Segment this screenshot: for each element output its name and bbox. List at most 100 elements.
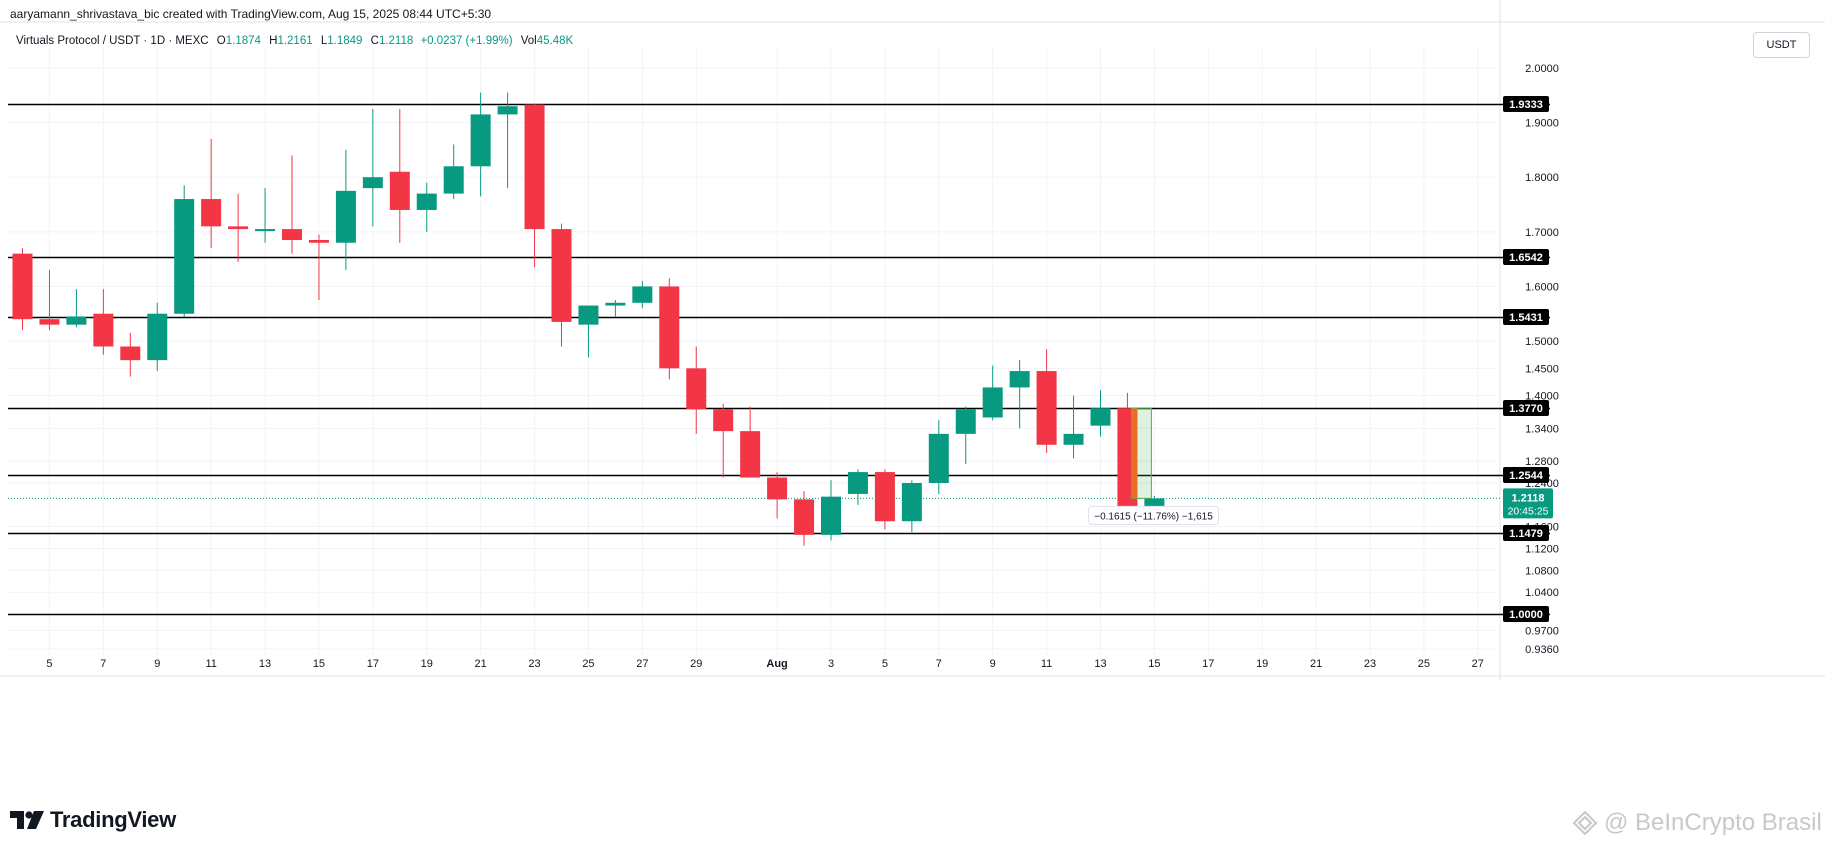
time-tick-label: 7 <box>936 658 942 670</box>
level-price-tag <box>1503 249 1549 265</box>
candle-body[interactable] <box>12 253 33 320</box>
candle-body[interactable] <box>443 166 464 194</box>
candle-body[interactable] <box>955 409 976 434</box>
candle-body[interactable] <box>470 114 491 167</box>
price-tick-label: 1.4000 <box>1525 391 1559 403</box>
level-price-tag <box>1503 96 1549 112</box>
time-tick-label: 27 <box>636 658 648 670</box>
candle-body[interactable] <box>228 226 249 230</box>
measure-range-box[interactable] <box>1130 407 1152 499</box>
candle-body[interactable] <box>1117 408 1138 512</box>
level-price-tag-text: 1.6542 <box>1509 252 1543 264</box>
time-axis[interactable]: 5 7 9 11 13 15 17 19 21 23 25 27 29 Aug 3 5 7 9 11 13 15 17 19… <box>46 658 1484 670</box>
candle-body[interactable] <box>1090 408 1111 426</box>
time-tick-label: 9 <box>154 658 160 670</box>
grid <box>8 48 1497 655</box>
candle-body[interactable] <box>147 313 168 361</box>
candle-body[interactable] <box>740 431 761 478</box>
level-price-tag <box>1503 525 1549 541</box>
candle-body[interactable] <box>578 305 599 325</box>
time-tick-label: 21 <box>1310 658 1322 670</box>
time-tick-label: 7 <box>100 658 106 670</box>
time-tick-label: 19 <box>1256 658 1268 670</box>
candle-body[interactable] <box>982 387 1003 418</box>
currency-button[interactable]: USDT <box>1753 32 1810 58</box>
time-tick-label: 13 <box>1094 658 1106 670</box>
candle-body[interactable] <box>821 496 841 535</box>
level-price-tag-text: 1.3770 <box>1509 403 1543 415</box>
change-value: +0.0237 (+1.99%) <box>420 35 513 47</box>
candle-body[interactable] <box>551 229 572 322</box>
tradingview-logo[interactable]: TradingView <box>10 807 176 833</box>
candle-body[interactable] <box>847 472 868 494</box>
candle-body[interactable] <box>120 346 141 361</box>
candle-body[interactable] <box>713 409 734 432</box>
candle-body[interactable] <box>1036 371 1057 445</box>
candle-body[interactable] <box>767 477 788 500</box>
candle-body[interactable] <box>308 240 329 243</box>
price-tick-label: 0.9700 <box>1525 625 1559 637</box>
time-tick-label: 29 <box>690 658 702 670</box>
candle-body[interactable] <box>605 302 626 306</box>
candle-body[interactable] <box>201 199 222 227</box>
candle-body[interactable] <box>901 483 922 522</box>
level-lines <box>8 103 1550 616</box>
price-tick-label: 1.9000 <box>1525 118 1559 130</box>
price-tick-label: 1.8000 <box>1525 172 1559 184</box>
candle-body[interactable] <box>1009 371 1030 388</box>
time-tick-label: 11 <box>1041 658 1052 670</box>
candle-body[interactable] <box>524 104 545 230</box>
low-value: 1.1849 <box>327 35 363 47</box>
time-tick-label: 15 <box>313 658 325 670</box>
candle-body[interactable] <box>389 171 410 210</box>
candle-body[interactable] <box>686 368 707 410</box>
candle-body[interactable] <box>93 313 114 347</box>
candle-body[interactable] <box>39 319 60 325</box>
candle-body[interactable] <box>659 286 680 369</box>
price-tick-label: 1.5000 <box>1525 336 1559 348</box>
price-tick-label: 1.1200 <box>1525 544 1559 556</box>
candle-body[interactable] <box>1063 433 1084 445</box>
candle-body[interactable] <box>794 499 815 535</box>
volume-value: 45.48K <box>536 35 574 47</box>
level-price-tag <box>1503 309 1549 325</box>
time-tick-label: 9 <box>990 658 996 670</box>
time-tick-label: 23 <box>1364 658 1376 670</box>
symbol-label[interactable]: Virtuals Protocol / USDT · 1D · MEXC <box>16 35 209 47</box>
price-tick-label: 1.2800 <box>1525 456 1559 468</box>
close-label: C <box>370 35 379 47</box>
candle-body[interactable] <box>874 472 895 522</box>
candle-body[interactable] <box>362 177 383 189</box>
time-tick-label: 3 <box>828 658 834 670</box>
open-value: 1.1874 <box>225 35 261 47</box>
level-price-tag <box>1503 467 1549 483</box>
candle-body[interactable] <box>928 433 949 483</box>
price-tick-label: 1.0800 <box>1525 565 1559 577</box>
watermark: @ BeInCrypto Brasil <box>1572 809 1822 837</box>
candle-body[interactable] <box>497 106 518 115</box>
candle-body[interactable] <box>282 229 302 241</box>
candle-body[interactable] <box>632 286 653 303</box>
measure-label-box <box>1088 505 1219 525</box>
price-axis[interactable]: 2.0000 1.9000 1.8000 1.7000 1.6000 1.5000 1.45… <box>1503 63 1559 656</box>
current-price-tag <box>1503 488 1553 519</box>
level-price-tag-text: 1.0000 <box>1509 609 1543 621</box>
measure-bar <box>1131 408 1138 499</box>
high-label: H <box>269 35 278 47</box>
time-tick-label: 17 <box>367 658 379 670</box>
current-price-value: 1.2118 <box>1511 492 1544 504</box>
price-tick-label: 1.3400 <box>1525 423 1559 435</box>
level-price-tag <box>1503 606 1549 622</box>
price-tick-label: 2.0000 <box>1525 63 1559 75</box>
time-tick-label: 23 <box>528 658 540 670</box>
tradingview-logo-text: TradingView <box>50 807 176 832</box>
attribution-text: aaryamann_shrivastava_bic created with T… <box>10 7 492 21</box>
candle-body[interactable] <box>416 193 437 210</box>
time-tick-label: 21 <box>475 658 487 670</box>
candle-body[interactable] <box>174 199 195 314</box>
candle-body[interactable] <box>66 316 87 325</box>
watermark-logo-icon <box>1572 810 1598 836</box>
candle-body[interactable] <box>335 190 356 243</box>
candle-body[interactable] <box>255 229 276 232</box>
